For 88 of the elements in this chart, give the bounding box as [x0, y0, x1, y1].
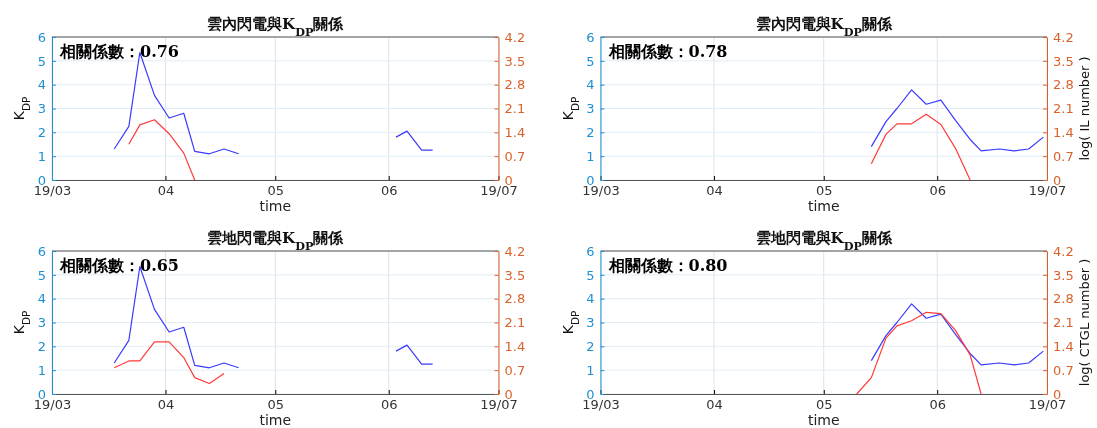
y2-tick-label: 2.1 — [1053, 315, 1074, 331]
y-tick-label: 1 — [586, 362, 595, 378]
y-tick-label: 3 — [586, 315, 595, 331]
chart-title: 雲內閃電與K$_{DP}$關係 — [755, 15, 893, 39]
x-tick-label: 19/07 — [1028, 397, 1067, 413]
y2-tick-label: 2.8 — [1053, 77, 1074, 93]
x-tick-label: 19/03 — [582, 397, 620, 413]
x-tick-label: 04 — [706, 183, 723, 199]
y2-tick-label: 0.7 — [504, 362, 526, 378]
y2-tick-label: 3.5 — [504, 267, 526, 283]
annotation: 相關係數：0.78 — [607, 42, 728, 61]
y-tick-label: 3 — [37, 315, 46, 331]
y-tick-label: 2 — [586, 338, 595, 354]
y2-tick-label: 1.4 — [1053, 124, 1074, 140]
y-tick-label: 5 — [37, 267, 46, 283]
x-tick-label: 05 — [815, 397, 833, 413]
x-tick-label: 04 — [706, 397, 723, 413]
annotation: 相關係數：0.80 — [607, 256, 728, 275]
y2-tick-label: 2.8 — [504, 291, 526, 307]
x-tick-label: 04 — [157, 183, 175, 199]
y-tick-label: 4 — [37, 77, 46, 93]
y-tick-label: 1 — [37, 362, 46, 378]
y2-tick-label: 4.2 — [1053, 29, 1074, 45]
x-tick-label: 06 — [929, 183, 946, 199]
x-tick-label: 19/07 — [480, 183, 518, 199]
y-tick-label: 4 — [586, 77, 595, 93]
line-series — [113, 341, 225, 385]
y-tick-label: 2 — [37, 124, 46, 140]
y-tick-label: 2 — [37, 338, 46, 354]
y2-tick-label: 0.7 — [1053, 362, 1074, 378]
y2-tick-label: 0.7 — [504, 148, 526, 164]
y-tick-label: 5 — [586, 267, 595, 283]
x-tick-label: 06 — [380, 183, 398, 199]
y-tick-label: 4 — [37, 291, 46, 307]
y2-tick-label: 2.1 — [1053, 101, 1074, 117]
x-tick-label: 19/03 — [582, 183, 620, 199]
y2-tick-label: 3.5 — [1053, 53, 1074, 69]
y2-tick-label: 2.1 — [504, 101, 526, 117]
y2-tick-label: 1.4 — [504, 338, 526, 354]
y-tick-label: 6 — [586, 29, 595, 45]
y2-tick-label: 2.8 — [1053, 291, 1074, 307]
y-tick-label: 3 — [586, 101, 595, 117]
x-tick-label: 05 — [267, 183, 285, 199]
line-series — [870, 303, 1044, 366]
x-axis-title: time — [807, 198, 840, 214]
y2-tick-label: 4.2 — [1053, 243, 1074, 259]
y-tick-label: 1 — [37, 148, 46, 164]
x-tick-label: 04 — [157, 397, 175, 413]
chart-title: 雲地閃電與K$_{DP}$關係 — [755, 229, 893, 253]
y-tick-label: 6 — [586, 243, 595, 259]
line-series — [870, 89, 1044, 152]
y2-axis-title: log( CTGL number ) — [1077, 258, 1092, 387]
x-tick-label: 19/03 — [33, 397, 72, 413]
y-tick-label: 4 — [586, 291, 595, 307]
y2-tick-label: 4.2 — [504, 243, 526, 259]
x-tick-label: 19/07 — [480, 397, 518, 413]
y2-tick-label: 1.4 — [504, 124, 526, 140]
y-tick-label: 5 — [586, 53, 595, 69]
y-tick-label: 5 — [37, 53, 46, 69]
x-tick-label: 06 — [380, 397, 398, 413]
y2-tick-label: 1.4 — [1053, 338, 1074, 354]
chart-title: 雲內閃電與K$_{DP}$關係 — [207, 15, 345, 39]
y2-tick-label: 4.2 — [504, 29, 526, 45]
y2-tick-label: 3.5 — [504, 53, 526, 69]
y2-axis-title: log( IL number ) — [1077, 56, 1092, 161]
x-axis-title: time — [259, 412, 292, 428]
y2-tick-label: 2.8 — [504, 77, 526, 93]
line-series — [870, 113, 971, 181]
annotation: 相關係數：0.65 — [59, 256, 179, 275]
x-tick-label: 19/03 — [33, 183, 72, 199]
y-tick-label: 6 — [37, 29, 46, 45]
annotation: 相關係數：0.76 — [59, 42, 179, 61]
x-tick-label: 19/07 — [1028, 183, 1067, 199]
y2-tick-label: 2.1 — [504, 315, 526, 331]
x-axis-title: time — [807, 412, 840, 428]
y-tick-label: 3 — [37, 101, 46, 117]
y2-tick-label: 0.7 — [1053, 148, 1074, 164]
line-series — [856, 311, 982, 395]
y-tick-label: 1 — [586, 148, 595, 164]
x-tick-label: 05 — [267, 397, 285, 413]
y2-tick-label: 3.5 — [1053, 267, 1074, 283]
x-tick-label: 06 — [929, 397, 946, 413]
line-series — [128, 119, 196, 181]
y-tick-label: 2 — [586, 124, 595, 140]
x-axis-title: time — [259, 198, 292, 214]
x-tick-label: 05 — [815, 183, 833, 199]
chart-title: 雲地閃電與K$_{DP}$關係 — [207, 229, 345, 253]
y-tick-label: 6 — [37, 243, 46, 259]
